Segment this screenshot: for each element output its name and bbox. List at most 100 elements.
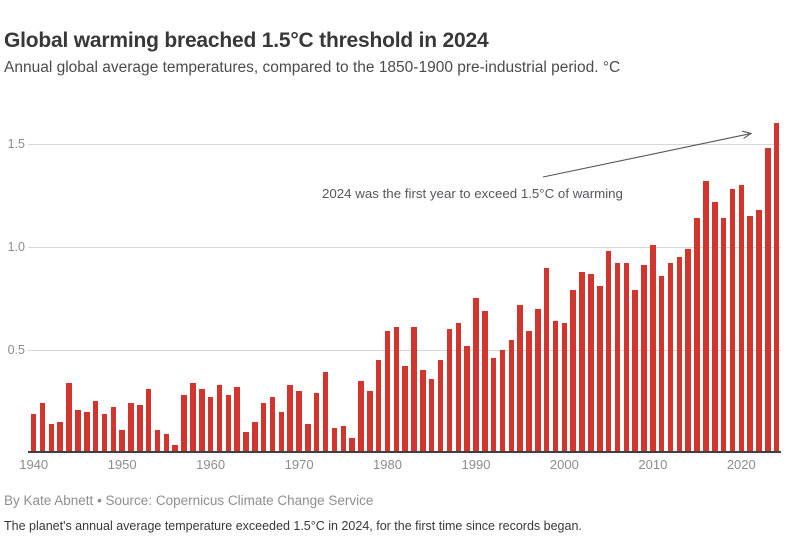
bar-2014 xyxy=(685,249,691,453)
bar-1962 xyxy=(225,395,232,453)
x-tick-label-1940: 1940 xyxy=(19,457,49,472)
bar-1985 xyxy=(428,378,435,453)
bar-1969 xyxy=(287,384,293,453)
bar-2000 xyxy=(561,323,568,453)
bar-1993 xyxy=(499,349,506,453)
bar-2018 xyxy=(720,218,727,453)
bar-1948 xyxy=(101,413,108,453)
bar-2015 xyxy=(694,218,700,453)
bar-1979 xyxy=(375,360,382,453)
bar-1992 xyxy=(490,358,497,453)
chart-subtitle: Annual global average temperatures, comp… xyxy=(4,59,621,76)
bar-2010 xyxy=(650,244,656,453)
bar-1981 xyxy=(393,327,400,453)
bar-2024 xyxy=(773,123,780,453)
bar-1987 xyxy=(446,329,453,453)
y-tick-label-1.5: 1.5 xyxy=(7,137,25,151)
bar-1945 xyxy=(75,409,81,453)
bar-1968 xyxy=(278,411,285,453)
bar-1995 xyxy=(517,304,523,453)
bar-1959 xyxy=(199,388,205,453)
bar-1991 xyxy=(482,310,488,453)
x-tick-label-1970: 1970 xyxy=(284,457,314,472)
bar-1949 xyxy=(110,407,117,453)
bar-2009 xyxy=(641,265,647,453)
x-tick-label-1980: 1980 xyxy=(373,457,402,472)
bar-2013 xyxy=(676,257,683,453)
bar-1947 xyxy=(92,401,99,453)
bar-1941 xyxy=(39,403,46,453)
bar-1980 xyxy=(384,331,391,453)
bar-1971 xyxy=(305,423,311,453)
x-tick-label-1960: 1960 xyxy=(196,457,226,472)
bar-2012 xyxy=(667,263,674,453)
bar-1983 xyxy=(411,327,417,453)
bar-1977 xyxy=(358,380,364,453)
bar-1951 xyxy=(128,403,134,453)
bar-1965 xyxy=(252,421,258,453)
bar-1967 xyxy=(269,397,276,453)
footnote: The planet's annual average temperature … xyxy=(4,519,582,533)
y-tick-label-1.0: 1.0 xyxy=(7,239,25,254)
bar-2021 xyxy=(747,216,753,453)
gridline-1.0 xyxy=(28,246,781,248)
bar-1946 xyxy=(84,411,90,453)
annotation-text: 2024 was the first year to exceed 1.5°C … xyxy=(322,186,623,201)
bar-2016 xyxy=(703,181,709,453)
bar-1953 xyxy=(145,388,152,453)
bar-2022 xyxy=(756,209,762,453)
bar-1998 xyxy=(543,267,550,453)
x-tick-label-2020: 2020 xyxy=(726,457,756,472)
x-axis-line xyxy=(28,451,781,453)
bar-2007 xyxy=(623,263,630,453)
bar-1997 xyxy=(535,308,541,453)
bar-1966 xyxy=(260,403,267,453)
bar-1973 xyxy=(322,372,329,453)
x-tick-label-2000: 2000 xyxy=(549,457,579,472)
bar-1999 xyxy=(552,321,559,453)
bar-1970 xyxy=(296,391,302,453)
byline: By Kate Abnett • Source: Copernicus Clim… xyxy=(4,493,374,508)
bar-1952 xyxy=(137,405,143,453)
bar-2001 xyxy=(570,290,576,453)
chart-title: Global warming breached 1.5°C threshold … xyxy=(4,29,489,52)
x-tick-label-2010: 2010 xyxy=(638,457,668,472)
bar-1990 xyxy=(473,298,479,453)
bar-1963 xyxy=(234,386,240,453)
bar-1940 xyxy=(30,413,37,453)
gridline-1.5 xyxy=(28,144,781,145)
bar-2006 xyxy=(614,263,621,453)
bar-1960 xyxy=(207,397,214,453)
bar-2020 xyxy=(738,185,745,453)
bar-1986 xyxy=(437,360,444,453)
bar-1964 xyxy=(243,432,249,453)
bar-1943 xyxy=(57,421,63,453)
bar-1976 xyxy=(349,438,355,453)
bar-1942 xyxy=(48,423,55,453)
bar-1982 xyxy=(402,366,408,453)
bar-2011 xyxy=(658,275,665,453)
bar-1961 xyxy=(216,384,223,453)
bar-1974 xyxy=(331,428,338,453)
bar-1954 xyxy=(154,430,161,453)
bar-2017 xyxy=(712,201,718,453)
bar-2008 xyxy=(632,290,638,453)
bar-1988 xyxy=(455,323,462,453)
x-tick-label-1990: 1990 xyxy=(461,457,491,472)
bar-1975 xyxy=(340,425,347,453)
bar-1984 xyxy=(420,370,426,453)
bar-2004 xyxy=(597,286,603,453)
bar-1989 xyxy=(464,345,470,453)
bar-2002 xyxy=(579,271,585,453)
bar-1958 xyxy=(190,382,196,453)
bar-2023 xyxy=(765,148,771,453)
bar-2005 xyxy=(605,251,612,453)
bar-1956 xyxy=(172,444,178,453)
gridline-0.5 xyxy=(28,349,781,351)
bar-2019 xyxy=(729,189,736,453)
bar-2003 xyxy=(588,273,594,453)
bar-1955 xyxy=(163,434,170,453)
bar-1994 xyxy=(508,339,515,453)
